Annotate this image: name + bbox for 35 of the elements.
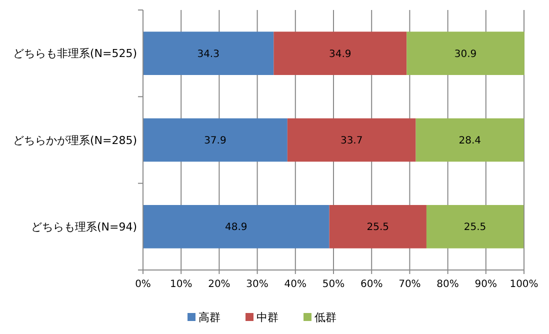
bar [406, 32, 524, 75]
bar [274, 32, 407, 75]
legend-label: 高群 [198, 310, 220, 324]
bar [416, 118, 524, 162]
x-tick-label: 100% [510, 279, 538, 290]
data-label: 48.9 [225, 222, 248, 234]
x-tick-label: 80% [436, 279, 459, 290]
bar [143, 32, 274, 75]
x-tick-label: 70% [398, 279, 421, 290]
y-tick-label: どちらも非理系(N=525) [12, 47, 137, 60]
data-label: 25.5 [464, 222, 486, 234]
bar [329, 205, 426, 248]
data-label: 33.7 [340, 136, 363, 146]
legend-label: 低群 [314, 310, 336, 324]
data-label: 34.3 [197, 48, 220, 60]
legend-label: 中群 [256, 310, 278, 324]
x-tick-label: 90% [474, 279, 498, 290]
x-tick-label: 20% [208, 279, 230, 290]
data-label: 34.9 [329, 48, 352, 60]
x-tick-label: 10% [170, 279, 192, 290]
x-tick-label: 30% [246, 279, 268, 290]
bar [426, 205, 524, 248]
x-tick-label: 40% [284, 279, 307, 290]
y-tick-label: どちらかが理系(N=285) [12, 134, 137, 147]
x-tick-label: 50% [322, 279, 345, 290]
bar [287, 118, 416, 162]
bar [143, 118, 288, 162]
data-label: 37.9 [204, 136, 226, 146]
y-tick-label: どちらも理系(N=94) [30, 220, 137, 234]
bar [143, 205, 330, 248]
data-label: 25.5 [366, 222, 390, 234]
x-tick-label: 60% [360, 279, 383, 290]
data-label: 30.9 [454, 48, 477, 60]
x-tick-label: 0% [135, 279, 151, 290]
data-label: 28.4 [458, 136, 482, 146]
